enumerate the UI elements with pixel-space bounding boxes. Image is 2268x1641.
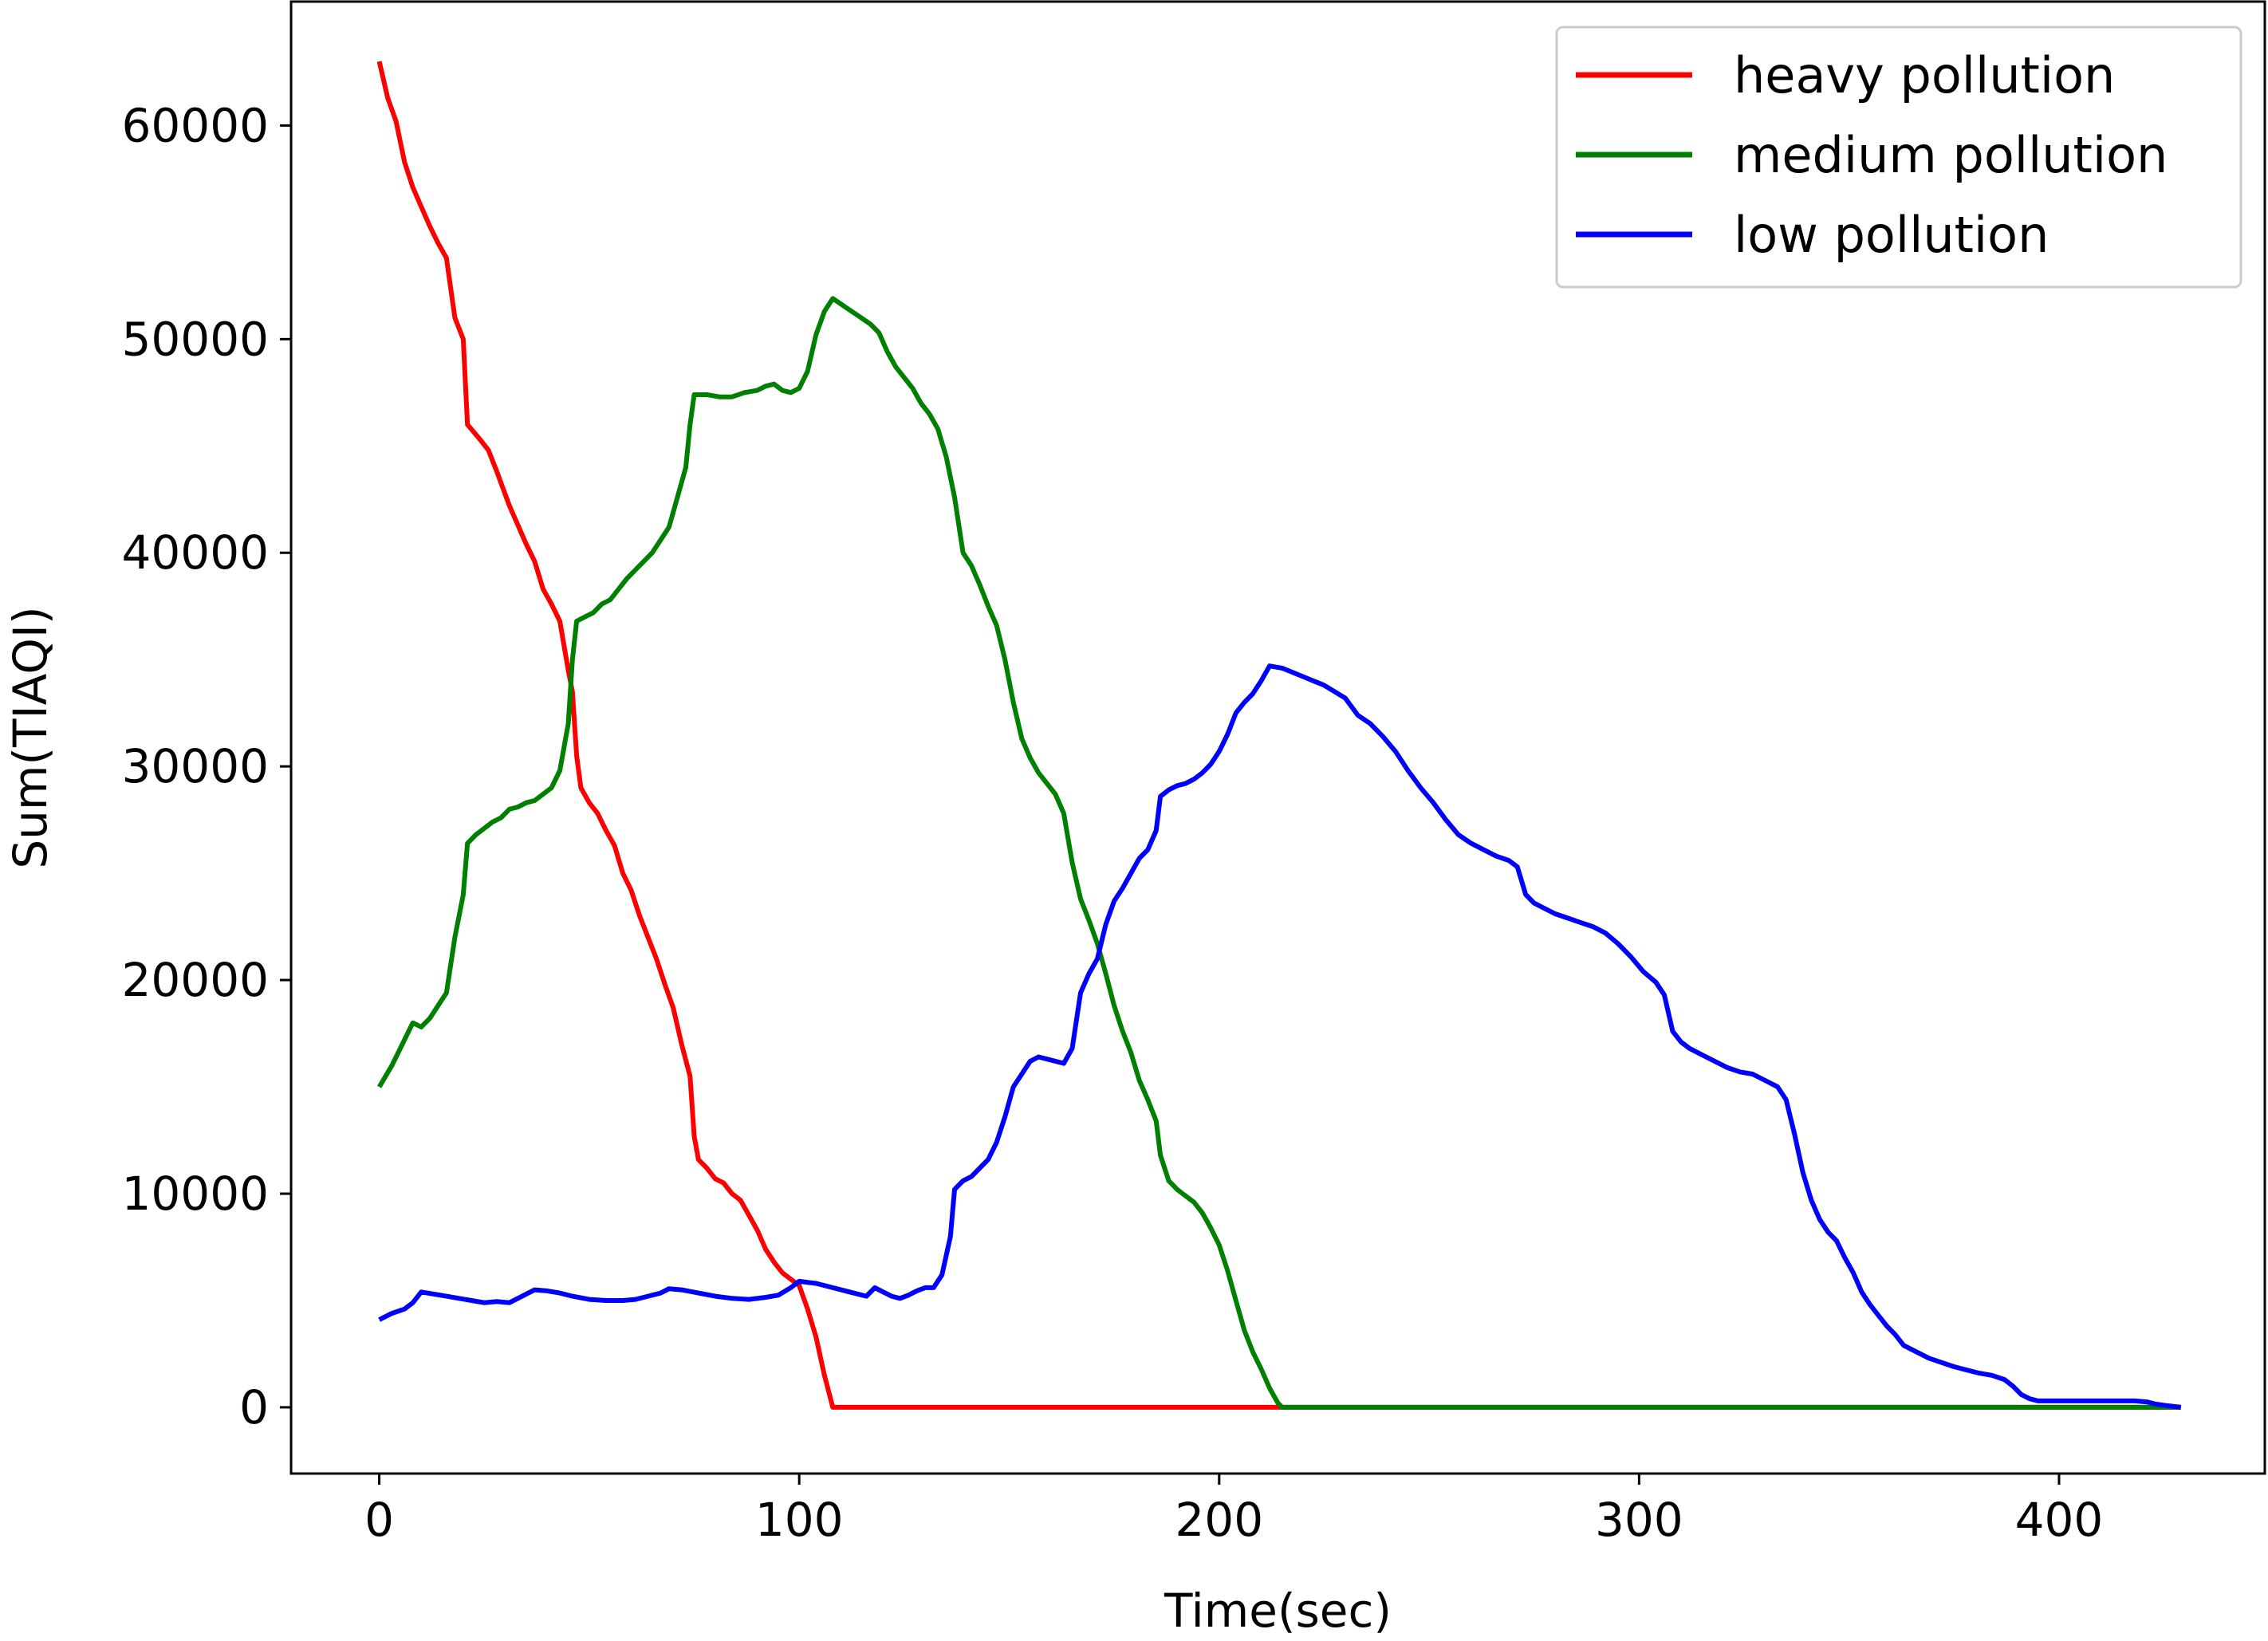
legend-label: heavy pollution: [1734, 46, 2115, 104]
plot-frame: [289, 0, 2266, 1475]
y-axis-label: Sum(TIAQI): [3, 606, 57, 868]
y-tick-label: 10000: [121, 1167, 269, 1221]
x-tick-label: 200: [1175, 1493, 1263, 1547]
x-tick-label: 100: [755, 1493, 844, 1547]
y-tick-label: 40000: [121, 525, 269, 580]
x-tick-label: 300: [1595, 1493, 1683, 1547]
x-axis-label: Time(sec): [1164, 1584, 1392, 1638]
x-tick-label: 400: [2015, 1493, 2104, 1547]
y-tick-label: 60000: [121, 98, 269, 152]
series-line-1: [377, 296, 2181, 1410]
series-line-2: [378, 663, 2182, 1410]
x-axis: 0 100 200 300 400: [364, 1474, 2103, 1547]
y-axis: 0 10000 20000 30000 40000 50000 60000: [121, 98, 291, 1434]
legend-box: [1555, 26, 2242, 289]
y-tick-label: 50000: [121, 312, 269, 366]
series-line-0: [376, 61, 2181, 1410]
series-layer: [376, 61, 2182, 1410]
y-tick-label: 30000: [121, 739, 269, 793]
y-tick-label: 20000: [121, 953, 269, 1007]
legend: heavy pollution medium pollution low pollu…: [1555, 26, 2242, 289]
y-tick-label: 0: [239, 1380, 269, 1434]
legend-label: low pollution: [1734, 206, 2049, 264]
legend-label: medium pollution: [1734, 126, 2168, 184]
x-tick-label: 0: [364, 1493, 394, 1547]
